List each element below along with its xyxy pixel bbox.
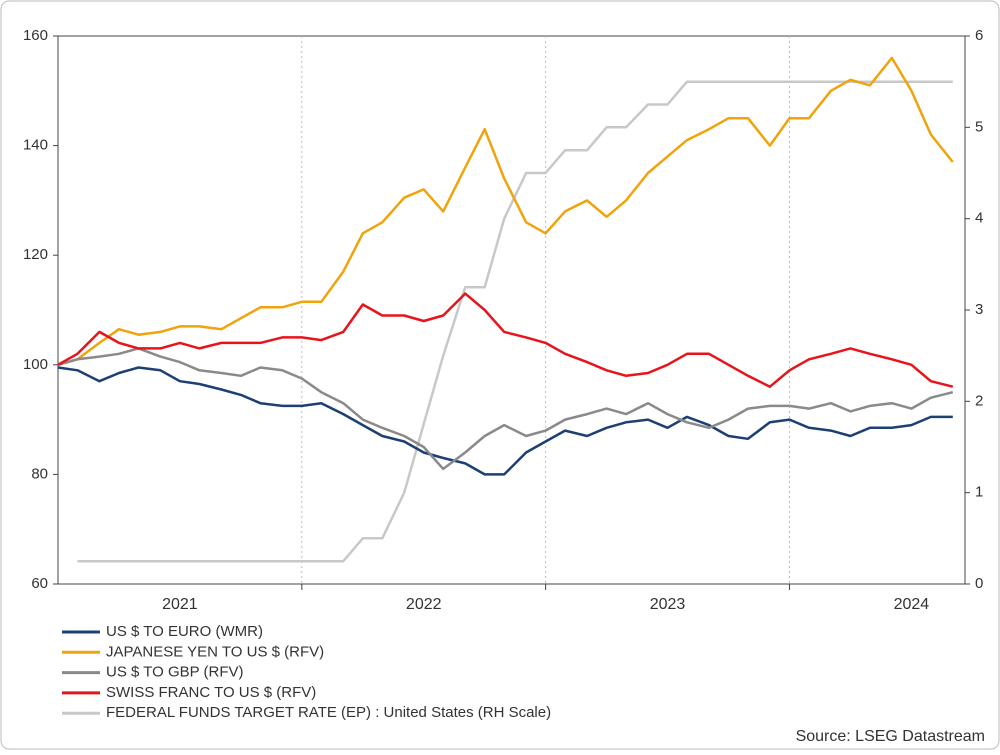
series-line	[57, 292, 954, 388]
x-tick-label: 2023	[650, 596, 686, 613]
legend-label: US $ TO GBP (RFV)	[106, 664, 244, 681]
series-line	[77, 80, 953, 563]
series-line	[57, 56, 954, 367]
source: Source: LSEG Datastream	[796, 728, 985, 745]
y2-tick-label: 1	[975, 484, 983, 501]
y-tick-label: 100	[23, 356, 48, 373]
y2-tick-label: 3	[975, 301, 983, 318]
legend-label: SWISS FRANC TO US $ (RFV)	[106, 684, 316, 701]
series-line	[57, 347, 954, 471]
x-tick-label: 2024	[894, 596, 930, 613]
y2-tick-label: 2	[975, 392, 983, 409]
x-tick-label: 2021	[162, 596, 198, 613]
y2-tick-label: 4	[975, 210, 983, 227]
legend-label: FEDERAL FUNDS TARGET RATE (EP) : United …	[106, 704, 551, 721]
y2-tick-label: 6	[975, 27, 983, 44]
y2-tick-label: 5	[975, 118, 983, 135]
y-tick-label: 80	[31, 465, 48, 482]
y-tick-label: 140	[23, 137, 48, 154]
series-line	[57, 366, 953, 476]
legend-label: US $ TO EURO (WMR)	[106, 623, 263, 640]
y2-tick-label: 0	[975, 575, 983, 592]
y-tick-label: 120	[23, 246, 48, 263]
y-tick-label: 160	[23, 27, 48, 44]
legend-label: JAPANESE YEN TO US $ (RFV)	[106, 643, 324, 660]
x-tick-label: 2022	[406, 596, 442, 613]
y-tick-label: 60	[31, 575, 48, 592]
